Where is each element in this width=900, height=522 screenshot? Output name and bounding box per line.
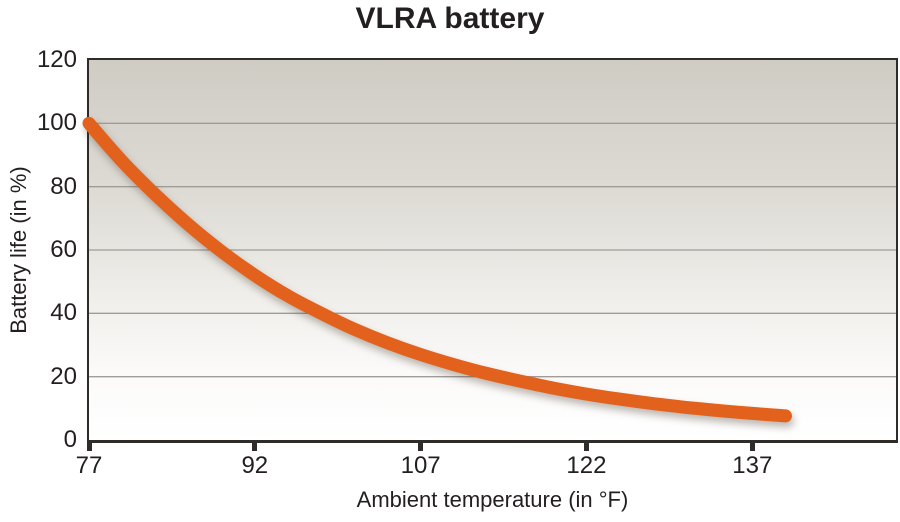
x-tick-label-77: 77 (75, 452, 103, 479)
x-tick-mark-77 (86, 441, 92, 451)
x-tick-label-137: 137 (732, 452, 773, 479)
x-tick-mark-92 (252, 441, 258, 451)
chart-title: VLRA battery (355, 2, 545, 35)
x-axis-title: Ambient temperature (in °F) (356, 487, 629, 512)
line-chart-svg (82, 116, 896, 423)
battery-life-curve (82, 116, 792, 423)
x-tick-label-122: 122 (566, 452, 607, 479)
y-tick-label-80: 80 (50, 172, 77, 200)
y-tick-label-0: 0 (63, 426, 77, 453)
y-tick-label-40: 40 (50, 299, 77, 327)
x-tick-mark-107 (418, 441, 424, 451)
x-tick-mark-122 (583, 441, 589, 451)
x-tick-label-92: 92 (241, 452, 269, 479)
y-tick-label-20: 20 (50, 362, 77, 390)
plot-area (82, 58, 898, 443)
x-tick-mark-137 (749, 441, 755, 451)
x-tick-label-107: 107 (400, 452, 441, 479)
y-tick-label-60: 60 (50, 236, 77, 263)
y-tick-label-120: 120 (36, 46, 77, 73)
y-tick-label-100: 100 (36, 109, 77, 137)
